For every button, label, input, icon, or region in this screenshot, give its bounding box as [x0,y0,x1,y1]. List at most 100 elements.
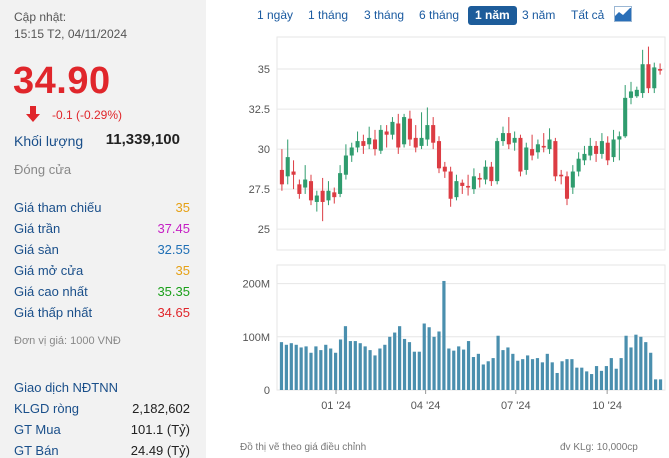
tab-3-years[interactable]: 3 năm [522,8,556,22]
volume-bar [530,359,535,390]
volume-bar [329,348,333,390]
foreign-label: KLGD ròng [14,401,80,416]
volume-bar [501,350,505,390]
tab-1-day[interactable]: 1 ngày [257,8,294,22]
candle-body [506,133,511,145]
price-tick-label: 35 [258,64,270,76]
volume-bar [452,350,456,390]
candle-body [372,139,378,150]
candle-body [378,129,383,151]
detail-label: Giá tham chiếu [14,200,102,215]
volume-bar [388,336,392,390]
candle-body [425,125,430,140]
volume-bar [481,364,485,390]
candle-body [576,158,581,172]
volume-bar [284,344,288,390]
volume-bar [639,336,643,390]
volume-bar [309,352,313,390]
area-chart-icon[interactable] [614,6,632,22]
volume-bar [575,367,579,390]
candle-body [617,136,622,140]
volume-bar [338,339,343,390]
tab-6-months[interactable]: 6 tháng [419,8,460,22]
candle-body [547,139,552,150]
volume-bar [516,360,520,390]
candle-body [483,166,488,180]
footer-note: Đồ thị vẽ theo giá điều chỉnh [240,442,367,453]
candle-body [454,181,459,198]
price-tick-label: 30 [258,144,270,156]
volume-bar [294,344,298,390]
candle-body [599,141,604,154]
candle-body [652,67,657,89]
volume-bar [614,368,618,390]
candle-body [594,145,599,154]
volume-bar [649,352,653,390]
candle-body [553,141,558,177]
volume-bar [427,327,431,390]
tab-1-month[interactable]: 1 tháng [308,8,349,22]
volume-bar [526,355,530,390]
candle-body [355,141,360,148]
candle-body [343,155,348,175]
volume-bar [570,359,574,390]
volume-unit-note: đv KLg: 10,000cp [560,442,638,453]
detail-value: 32.55 [157,242,190,257]
volume-bar [353,341,357,390]
volume-bar [348,341,352,390]
candle-body [320,190,325,202]
volume-bar [658,379,663,390]
volume-tick-label: 200M [242,279,270,291]
candle-body [436,141,442,169]
volume-bar [457,346,461,390]
detail-label: Giá trần [14,221,61,236]
volume-bar [289,343,293,390]
volume-bar [565,359,569,390]
candle-body [349,147,354,156]
volume-bar [299,347,303,390]
candle-body [530,149,535,156]
volume-bar [540,362,544,390]
tab-3-months[interactable]: 3 tháng [364,8,405,22]
volume-bar [496,335,500,390]
updated-label: Cập nhật: [14,10,67,24]
volume-tick-label: 0 [264,385,270,397]
volume-bar [304,346,308,390]
updated-time: 15:15 T2, 04/11/2024 [14,27,127,41]
tab-1-year[interactable]: 1 năm [468,6,517,25]
volume-bar [324,344,328,390]
detail-label: Giá sàn [14,242,59,257]
volume-bar [373,355,377,390]
volume-bar [476,353,480,390]
volume-bar [491,358,495,390]
candle-body [518,137,523,172]
candle-body [634,89,639,97]
candle-body [384,131,389,135]
current-price: 34.90 [13,60,111,102]
candle-body [308,181,314,201]
candle-body [623,97,628,137]
price-change: -0.1 (-0.29%) [52,108,123,122]
candle-body [413,137,418,148]
volume-bar [319,350,323,390]
detail-value: 35 [175,200,190,215]
volume-bar [412,351,416,390]
tab-all[interactable]: Tất cả [571,8,605,22]
volume-bar [634,334,638,390]
candle-body [314,195,319,202]
candle-body [367,137,372,145]
x-tick-label: 07 '24 [501,400,531,412]
candle-body [535,144,540,153]
candle-body [640,64,645,94]
volume-bar [594,366,599,390]
volume-bar [619,358,623,390]
detail-label: Giá thấp nhất [14,305,93,320]
volume-bar [486,361,490,390]
detail-value: 34.65 [157,305,190,320]
candle-body [471,176,476,190]
detail-value: 35.35 [157,284,190,299]
candle-body [303,179,308,188]
candle-body [419,137,424,146]
x-tick-label: 10 '24 [592,400,622,412]
candle-body [442,166,447,172]
